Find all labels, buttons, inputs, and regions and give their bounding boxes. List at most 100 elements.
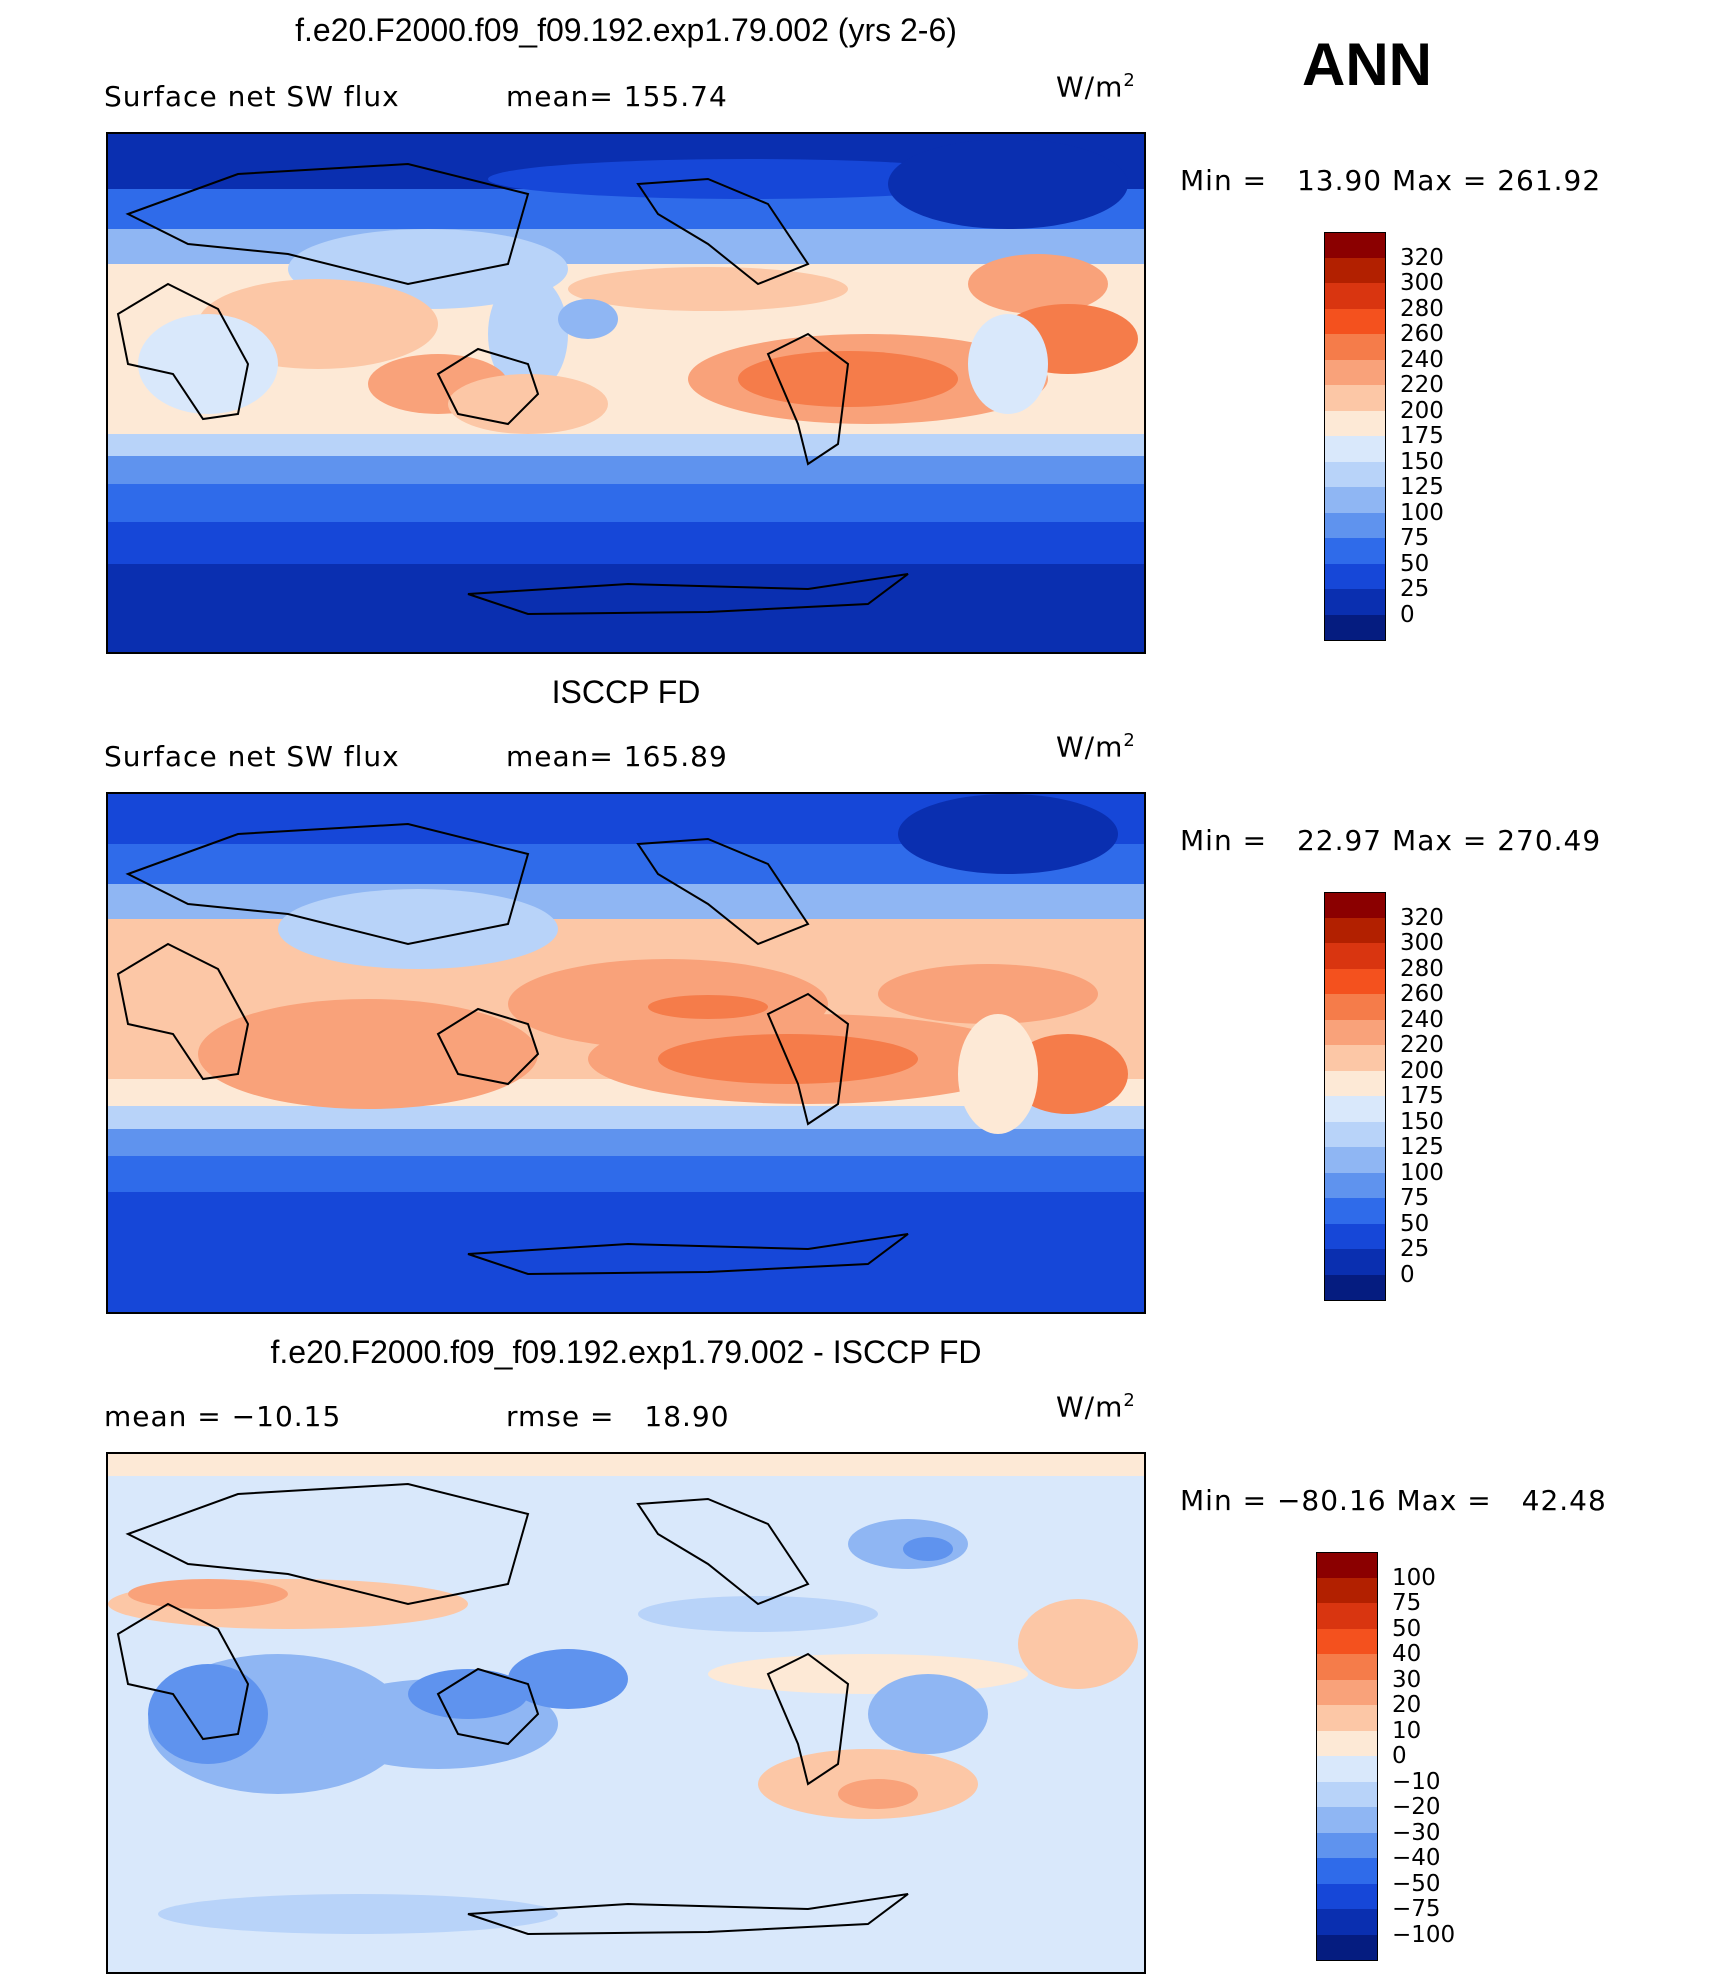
colorbar-tick-label: 75 bbox=[1400, 1185, 1430, 1211]
colorbar-tick-label: 200 bbox=[1400, 1057, 1444, 1084]
colorbar-swatch bbox=[1316, 1832, 1378, 1859]
colorbar-swatch bbox=[1324, 1019, 1386, 1046]
colorbar-swatch bbox=[1316, 1858, 1378, 1885]
colorbar-tick-label: 280 bbox=[1400, 295, 1444, 322]
colorbar-swatch bbox=[1324, 1121, 1386, 1148]
colorbar-tick-label: 260 bbox=[1400, 981, 1444, 1007]
colorbar-tick-label: 200 bbox=[1400, 397, 1444, 424]
colorbar-tick-label: 30 bbox=[1392, 1666, 1422, 1693]
colorbar-swatch bbox=[1324, 1096, 1386, 1123]
colorbar-tick-label: 100 bbox=[1400, 1159, 1444, 1186]
colorbar-swatch bbox=[1324, 512, 1386, 539]
panel-1-map bbox=[106, 132, 1146, 654]
colorbar-tick-label: 125 bbox=[1400, 474, 1444, 500]
colorbar-tick-label: 100 bbox=[1392, 1564, 1436, 1591]
panel-1-min-value: 13.90 bbox=[1296, 164, 1383, 197]
panel-1-max-label: Max = bbox=[1392, 164, 1488, 197]
colorbar-tick-label: 0 bbox=[1400, 601, 1415, 628]
panel-3-max-label: Max = bbox=[1396, 1484, 1492, 1517]
colorbar-swatch bbox=[1324, 1172, 1386, 1199]
colorbar-swatch bbox=[1324, 334, 1386, 361]
colorbar-tick-label: −10 bbox=[1392, 1768, 1441, 1795]
panel-2-mean-row: mean= 165.89 bbox=[506, 740, 728, 773]
colorbar-swatch bbox=[1324, 1045, 1386, 1072]
colorbar-swatch bbox=[1316, 1730, 1378, 1757]
panel-2-min-label: Min = bbox=[1180, 824, 1268, 857]
colorbar-tick-label: 100 bbox=[1400, 499, 1444, 526]
panel-3-rmse-label: rmse = bbox=[506, 1400, 615, 1433]
colorbar-swatch bbox=[1324, 308, 1386, 335]
colorbar-swatch bbox=[1316, 1705, 1378, 1732]
panel-3-units: W/m2 bbox=[1056, 1390, 1136, 1424]
panel-3-rmse-row: rmse = 18.90 bbox=[506, 1400, 730, 1433]
panel-2-map bbox=[106, 792, 1146, 1314]
colorbar-swatch bbox=[1324, 461, 1386, 488]
colorbar-swatch bbox=[1324, 436, 1386, 463]
panel-2-units: W/m2 bbox=[1056, 730, 1136, 764]
colorbar-tick-label: 300 bbox=[1400, 270, 1444, 296]
colorbar-swatch bbox=[1324, 892, 1386, 920]
colorbar-swatch bbox=[1324, 487, 1386, 514]
colorbar-swatch bbox=[1316, 1654, 1378, 1681]
panel-3-contour-field bbox=[108, 1454, 1144, 1972]
panel-1-mean-label: mean= bbox=[506, 80, 614, 113]
panel-2-max-label: Max = bbox=[1392, 824, 1488, 857]
panel-1-minmax: Min = 13.90 Max = 261.92 bbox=[1180, 164, 1601, 197]
panel-3-map bbox=[106, 1452, 1146, 1974]
colorbar-tick-label: 220 bbox=[1400, 1032, 1444, 1058]
panel-3-max-value: 42.48 bbox=[1521, 1484, 1607, 1517]
panel-2-title: ISCCP FD bbox=[551, 674, 701, 710]
colorbar-swatch bbox=[1324, 1274, 1386, 1301]
colorbar-tick-label: 10 bbox=[1392, 1717, 1422, 1744]
colorbar-swatch bbox=[1316, 1552, 1378, 1580]
colorbar-tick-label: −20 bbox=[1392, 1794, 1441, 1820]
colorbar-tick-label: 0 bbox=[1400, 1261, 1415, 1288]
colorbar-swatch bbox=[1324, 968, 1386, 995]
colorbar-tick-label: 40 bbox=[1392, 1641, 1422, 1667]
colorbar-swatch bbox=[1324, 563, 1386, 590]
panel-1-mean-value: 155.74 bbox=[623, 80, 728, 113]
colorbar-tick-label: 260 bbox=[1400, 321, 1444, 347]
panel-3-min-label: Min = bbox=[1180, 1484, 1268, 1517]
colorbar-swatch bbox=[1324, 359, 1386, 386]
colorbar-swatch bbox=[1324, 1249, 1386, 1276]
colorbar-swatch bbox=[1324, 410, 1386, 437]
colorbar-tick-label: 75 bbox=[1400, 525, 1430, 551]
colorbar-swatch bbox=[1324, 1070, 1386, 1097]
colorbar-tick-label: 150 bbox=[1400, 1108, 1444, 1135]
colorbar-tick-label: 75 bbox=[1392, 1590, 1422, 1616]
panel-2-minmax: Min = 22.97 Max = 270.49 bbox=[1180, 824, 1601, 857]
colorbar-swatch bbox=[1316, 1628, 1378, 1655]
panel-2-max-value: 270.49 bbox=[1497, 824, 1602, 857]
colorbar-swatch bbox=[1324, 589, 1386, 616]
colorbar-tick-label: −75 bbox=[1392, 1896, 1441, 1922]
panel-1-title: f.e20.F2000.f09_f09.192.exp1.79.002 (yrs… bbox=[295, 12, 957, 48]
panel-3-min-value: −80.16 bbox=[1276, 1484, 1387, 1517]
colorbar-tick-label: 240 bbox=[1400, 346, 1444, 373]
colorbar-tick-label: 50 bbox=[1400, 550, 1430, 577]
colorbar-tick-label: 25 bbox=[1400, 576, 1430, 602]
colorbar-tick-label: 320 bbox=[1400, 904, 1444, 931]
panel-1-contour-field bbox=[108, 134, 1144, 652]
colorbar-tick-label: 125 bbox=[1400, 1134, 1444, 1160]
colorbar-tick-label: 220 bbox=[1400, 372, 1444, 398]
colorbar-swatch bbox=[1316, 1781, 1378, 1808]
colorbar-swatch bbox=[1316, 1756, 1378, 1783]
colorbar-swatch bbox=[1324, 917, 1386, 944]
colorbar-swatch bbox=[1316, 1909, 1378, 1936]
panel-3-title: f.e20.F2000.f09_f09.192.exp1.79.002 - IS… bbox=[270, 1334, 982, 1370]
colorbar-tick-label: 175 bbox=[1400, 1083, 1444, 1109]
colorbar-tick-label: 50 bbox=[1400, 1210, 1430, 1237]
colorbar-tick-label: 320 bbox=[1400, 244, 1444, 271]
colorbar-tick-label: 50 bbox=[1392, 1615, 1422, 1642]
colorbar-tick-label: 0 bbox=[1392, 1743, 1407, 1769]
colorbar-swatch bbox=[1324, 232, 1386, 260]
panel-1-variable-label: Surface net SW flux bbox=[104, 80, 400, 113]
colorbar-swatch bbox=[1316, 1807, 1378, 1834]
colorbar-tick-label: 280 bbox=[1400, 955, 1444, 982]
colorbar-swatch bbox=[1324, 1147, 1386, 1174]
colorbar-swatch bbox=[1324, 257, 1386, 284]
panel-2-mean-label: mean= bbox=[506, 740, 614, 773]
colorbar-tick-label: −40 bbox=[1392, 1845, 1441, 1871]
colorbar-tick-label: −100 bbox=[1392, 1921, 1456, 1948]
